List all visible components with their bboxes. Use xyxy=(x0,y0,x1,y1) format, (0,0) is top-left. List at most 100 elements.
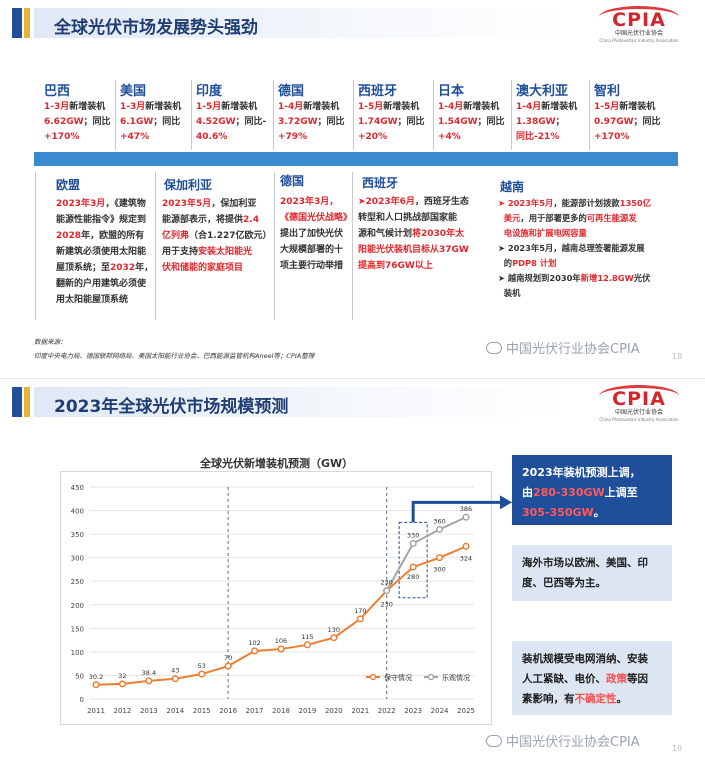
country-name: 智利 xyxy=(594,84,621,99)
data-label: 324 xyxy=(460,554,472,562)
country-divider xyxy=(353,80,354,150)
slide-18: 全球光伏市场发展势头强劲 CPIA 中国光伏行业协会 China Photovo… xyxy=(0,0,705,370)
data-label: 330 xyxy=(407,532,419,540)
title-bar: 2023年全球光伏市场规模预测 xyxy=(12,387,572,417)
data-label: 70 xyxy=(224,654,232,662)
x-tick-label: 2022 xyxy=(378,707,396,715)
watermark: 中国光伏行业协会CPIA xyxy=(486,731,640,750)
logo-subtitle: 中国光伏行业协会 xyxy=(614,30,663,37)
legend-label: 保守情况 xyxy=(384,673,412,682)
data-point xyxy=(303,641,311,649)
country-name: 巴西 xyxy=(44,84,71,99)
watermark-text: 中国光伏行业协会CPIA xyxy=(506,735,640,750)
card-text-bulgaria: 2023年5月，保加利亚 能源部表示，将提供2.4 亿列弗（合1.227亿欧元）… xyxy=(162,199,272,273)
country-stat: 1-4月新增装机 1.38GW； 同比-21% xyxy=(516,102,578,142)
card-divider xyxy=(274,172,275,320)
card-title-eu: 欧盟 xyxy=(56,178,81,192)
overseas-line-2: 度、巴西等为主。 xyxy=(522,577,606,589)
data-point xyxy=(462,542,470,550)
source-label: 数据来源： xyxy=(34,338,67,346)
data-point xyxy=(251,647,259,655)
data-label: 230 xyxy=(381,601,393,609)
x-tick-label: 2014 xyxy=(166,707,184,715)
x-tick-label: 2011 xyxy=(87,707,105,715)
card-text-germany: 2023年3月， 《德国光伏战略》 提出了加快光伏 大规模部署的十 项主要行动举… xyxy=(280,197,353,271)
logo-subtitle-en: China Photovoltaic Industry Association xyxy=(599,417,679,422)
title-accent-gold xyxy=(24,8,30,38)
country-name: 日本 xyxy=(438,84,465,99)
title-band xyxy=(34,387,572,417)
callout-arrowhead xyxy=(500,495,512,510)
country-divider xyxy=(589,80,590,150)
card-divider xyxy=(155,172,156,320)
y-tick-label: 350 xyxy=(71,531,84,539)
country-name: 印度 xyxy=(196,84,223,99)
data-point xyxy=(330,634,338,642)
cpia-logo: CPIA 中国光伏行业协会 China Photovoltaic Industr… xyxy=(591,6,687,60)
page-number: 19 xyxy=(672,744,683,753)
x-tick-label: 2013 xyxy=(140,707,158,715)
chart-frame xyxy=(60,471,492,725)
data-label: 106 xyxy=(275,637,287,645)
title-accent-blue xyxy=(12,8,22,38)
data-point xyxy=(224,662,232,670)
series-line-optimistic xyxy=(385,516,467,592)
card-divider xyxy=(35,172,36,320)
country-name: 西班牙 xyxy=(358,84,398,99)
slide-19: 2023年全球光伏市场规模预测 CPIA 中国光伏行业协会 China Phot… xyxy=(0,378,705,762)
country-stat: 1-5月新增装机 0.97GW；同比 +170% xyxy=(594,102,661,142)
legend-label: 乐观情况 xyxy=(442,673,470,682)
data-point xyxy=(409,539,417,548)
highlight-2023-box xyxy=(398,521,428,599)
y-tick-label: 400 xyxy=(71,508,84,516)
title-bar: 全球光伏市场发展势头强劲 xyxy=(12,8,572,38)
uncertainty-line-3: 素影响，有不确定性。 xyxy=(522,693,627,705)
y-tick-label: 0 xyxy=(80,696,84,704)
data-label: 130 xyxy=(328,626,340,634)
data-label: 115 xyxy=(301,633,313,641)
uncertainty-line-1: 装机规模受电网消纳、安装 xyxy=(522,653,648,665)
data-point xyxy=(277,645,285,653)
card-text-eu: 2023年3月，《建筑物 能源性能指令》规定到 2028年，欧盟的所有 新建筑必… xyxy=(56,199,154,305)
country-name: 美国 xyxy=(120,84,147,99)
country-stat: 1-5月新增装机 4.52GW；同比- 40.6% xyxy=(196,102,267,142)
y-tick-label: 250 xyxy=(71,578,84,586)
country-divider xyxy=(511,80,512,150)
wechat-icon xyxy=(486,342,502,354)
data-label: 53 xyxy=(198,662,206,670)
x-tick-label: 2017 xyxy=(246,707,264,715)
logo-subtitle: 中国光伏行业协会 xyxy=(614,409,663,416)
logo-brand: CPIA xyxy=(612,388,666,410)
card-divider xyxy=(352,172,353,320)
title-accent-gold xyxy=(24,387,30,417)
page-title: 2023年全球光伏市场规模预测 xyxy=(54,397,289,417)
country-name: 德国 xyxy=(278,84,305,99)
y-tick-label: 200 xyxy=(71,602,84,610)
uncertainty-box: 装机规模受电网消纳、安装 人工紧缺、电价、政策等因 素影响，有不确定性。 xyxy=(512,641,672,715)
wechat-icon xyxy=(486,735,502,747)
card-text-vietnam: ➤ 2023年5月，能源部计划拨款1350亿 美元，用于部署更多的可再生能源发 … xyxy=(498,198,652,298)
card-text-spain: ➤2023年6月，西班牙生态 转型和人口挑战部国家能 源和气候计划将2030年太… xyxy=(358,197,469,271)
data-label: 30.2 xyxy=(89,673,103,681)
x-tick-label: 2023 xyxy=(404,707,422,715)
x-tick-label: 2024 xyxy=(431,707,449,715)
country-divider xyxy=(433,80,434,150)
page-title: 全球光伏市场发展势头强劲 xyxy=(54,18,258,38)
source-text: 印度中央电力局、德国联邦网络局、美国太阳能行业协会、巴西能源监管机构Aneel等… xyxy=(34,352,315,360)
x-tick-label: 2019 xyxy=(299,707,317,715)
data-point xyxy=(198,670,206,678)
watermark: 中国光伏行业协会CPIA xyxy=(486,338,640,357)
card-title-vietnam: 越南 xyxy=(500,180,525,194)
data-label: 32 xyxy=(118,672,126,680)
x-tick-label: 2015 xyxy=(193,707,211,715)
country-stat: 1-4月新增装机 1.54GW；同比 +4% xyxy=(438,102,505,142)
data-point xyxy=(171,675,179,683)
y-tick-label: 300 xyxy=(71,555,84,563)
data-point xyxy=(145,677,153,685)
chart-title: 全球光伏新增装机预测（GW） xyxy=(200,457,354,470)
country-divider xyxy=(191,80,192,150)
data-point xyxy=(409,563,417,571)
country-stat: 1-3月新增装机 6.1GW；同比 +47% xyxy=(120,102,182,142)
title-band xyxy=(34,8,572,38)
data-label: 386 xyxy=(460,505,472,513)
